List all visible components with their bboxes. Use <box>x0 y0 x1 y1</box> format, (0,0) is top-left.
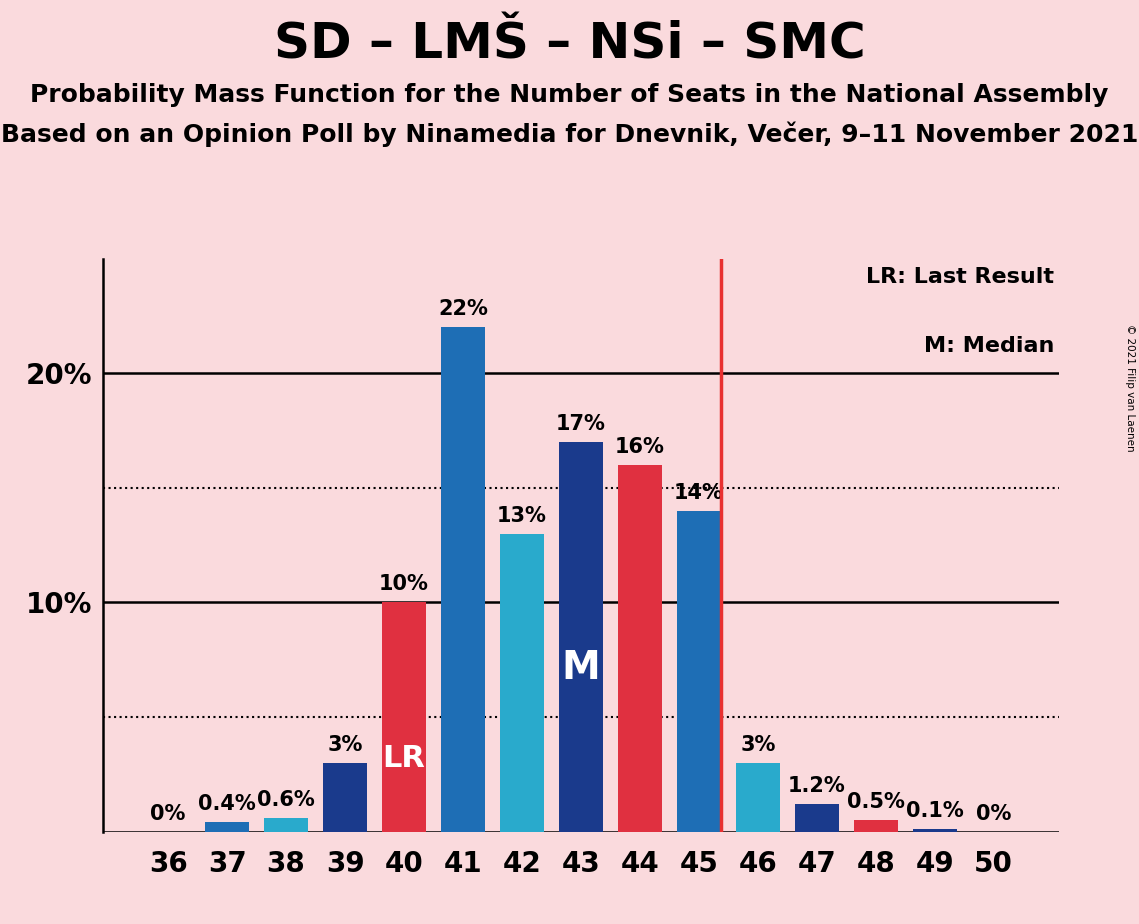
Bar <box>322 763 367 832</box>
Text: 0%: 0% <box>150 804 186 823</box>
Text: LR: LR <box>383 744 426 772</box>
Text: 22%: 22% <box>439 299 487 320</box>
Bar <box>736 763 780 832</box>
Text: Based on an Opinion Poll by Ninamedia for Dnevnik, Večer, 9–11 November 2021: Based on an Opinion Poll by Ninamedia fo… <box>1 122 1138 148</box>
Bar <box>617 465 662 832</box>
Text: 0.4%: 0.4% <box>198 795 256 814</box>
Text: 3%: 3% <box>740 735 776 755</box>
Bar <box>912 830 957 832</box>
Text: Probability Mass Function for the Number of Seats in the National Assembly: Probability Mass Function for the Number… <box>31 83 1108 107</box>
Text: 13%: 13% <box>497 505 547 526</box>
Text: 0.5%: 0.5% <box>846 792 904 812</box>
Text: 16%: 16% <box>615 437 665 457</box>
Bar <box>264 818 309 832</box>
Text: 17%: 17% <box>556 414 606 434</box>
Text: 0%: 0% <box>976 804 1011 823</box>
Bar <box>205 822 249 832</box>
Text: M: Median: M: Median <box>924 336 1055 356</box>
Bar <box>559 442 603 832</box>
Bar <box>382 602 426 832</box>
Bar <box>677 511 721 832</box>
Text: 0.1%: 0.1% <box>906 801 964 821</box>
Text: 14%: 14% <box>674 482 723 503</box>
Text: M: M <box>562 649 600 687</box>
Text: 3%: 3% <box>327 735 362 755</box>
Text: 0.6%: 0.6% <box>257 790 314 809</box>
Text: 1.2%: 1.2% <box>788 776 845 796</box>
Text: © 2021 Filip van Laenen: © 2021 Filip van Laenen <box>1125 324 1134 452</box>
Bar <box>441 327 485 832</box>
Bar <box>795 804 839 832</box>
Text: 10%: 10% <box>379 575 429 594</box>
Bar <box>500 534 544 832</box>
Bar <box>853 821 898 832</box>
Text: SD – LMŠ – NSi – SMC: SD – LMŠ – NSi – SMC <box>273 20 866 68</box>
Text: LR: Last Result: LR: Last Result <box>867 267 1055 287</box>
